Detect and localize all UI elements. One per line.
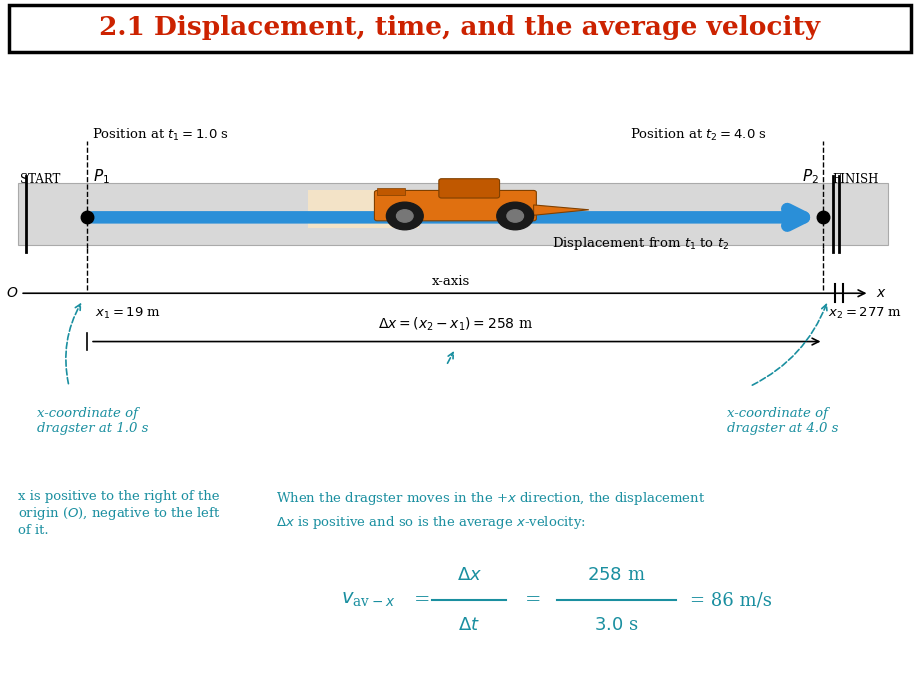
Text: Displacement from $t_1$ to $t_2$: Displacement from $t_1$ to $t_2$ — [551, 235, 729, 252]
Text: $v_{\mathregular{av-}x}$: $v_{\mathregular{av-}x}$ — [341, 591, 395, 609]
Text: x is positive to the right of the
origin ($O$), negative to the left
of it.: x is positive to the right of the origin… — [18, 490, 221, 538]
Text: $\Delta x = (x_2 - x_1) = 258$ m: $\Delta x = (x_2 - x_1) = 258$ m — [378, 316, 532, 333]
Text: $x_1 = 19$ m: $x_1 = 19$ m — [95, 306, 161, 321]
Text: x-axis: x-axis — [431, 275, 470, 288]
Text: FINISH: FINISH — [832, 173, 878, 186]
Circle shape — [506, 210, 523, 222]
Text: Position at $t_1 = 1.0$ s: Position at $t_1 = 1.0$ s — [92, 126, 229, 143]
Polygon shape — [533, 205, 588, 215]
Text: x-coordinate of
dragster at 4.0 s: x-coordinate of dragster at 4.0 s — [726, 407, 837, 435]
FancyBboxPatch shape — [18, 183, 887, 245]
Text: =: = — [414, 591, 430, 609]
Text: = 86 m/s: = 86 m/s — [689, 591, 771, 609]
Text: $\Delta x$: $\Delta x$ — [456, 566, 482, 584]
FancyBboxPatch shape — [308, 190, 418, 228]
Text: =: = — [524, 591, 540, 609]
FancyBboxPatch shape — [438, 179, 499, 198]
Text: $\Delta t$: $\Delta t$ — [458, 616, 480, 634]
Text: $O$: $O$ — [6, 286, 18, 300]
Circle shape — [496, 202, 533, 230]
Text: $3.0\ \mathregular{s}$: $3.0\ \mathregular{s}$ — [594, 616, 638, 634]
Text: Position at $t_2 = 4.0$ s: Position at $t_2 = 4.0$ s — [630, 126, 766, 143]
Text: $P_1$: $P_1$ — [93, 168, 109, 186]
Text: $258\ \mathregular{m}$: $258\ \mathregular{m}$ — [586, 566, 645, 584]
Text: 2.1 Displacement, time, and the average velocity: 2.1 Displacement, time, and the average … — [99, 15, 820, 40]
Circle shape — [386, 202, 423, 230]
Text: START: START — [20, 173, 61, 186]
Text: $x$: $x$ — [875, 286, 886, 300]
FancyBboxPatch shape — [9, 5, 910, 52]
Text: x-coordinate of
dragster at 1.0 s: x-coordinate of dragster at 1.0 s — [37, 407, 148, 435]
Text: $P_2$: $P_2$ — [801, 168, 818, 186]
Text: $x_2 = 277$ m: $x_2 = 277$ m — [827, 306, 902, 321]
Text: When the dragster moves in the +$x$ direction, the displacement
$\Delta x$ is po: When the dragster moves in the +$x$ dire… — [276, 490, 705, 531]
Circle shape — [396, 210, 413, 222]
FancyBboxPatch shape — [377, 188, 404, 195]
FancyBboxPatch shape — [374, 190, 536, 221]
